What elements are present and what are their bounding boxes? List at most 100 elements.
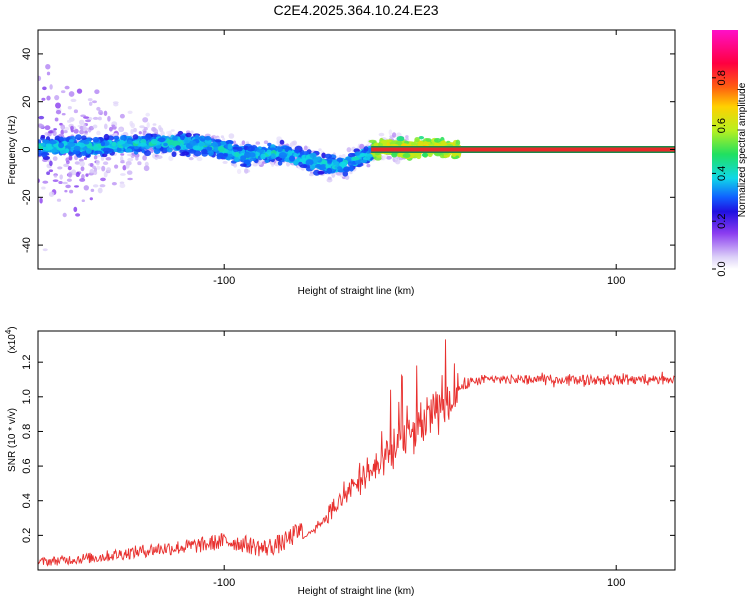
heatmap-cell (388, 129, 393, 136)
heatmap-cell (236, 146, 243, 152)
heatmap-cell (130, 122, 135, 129)
heatmap-cell (285, 161, 291, 167)
heatmap-cell (64, 189, 68, 193)
heatmap-cell (126, 170, 133, 175)
heatmap-cell (425, 138, 432, 142)
colorbar-label: Normalized spectral amplitude (737, 82, 748, 217)
heatmap-cell (49, 160, 53, 167)
bottom-plot-frame (37, 330, 676, 571)
bottom-x-axis-label: Height of straight line (km) (298, 586, 415, 597)
heatmap-cell (276, 136, 282, 142)
y-tick-label: 0 (21, 146, 33, 152)
heatmap-cell (155, 144, 162, 149)
snr-line (38, 339, 675, 567)
heatmap-cell (38, 124, 45, 129)
heatmap-cell (402, 152, 411, 159)
heatmap-cell (55, 109, 62, 115)
heatmap-cell (216, 156, 222, 160)
heatmap-cell (317, 170, 325, 175)
heatmap-cell (320, 163, 327, 170)
heatmap-cell (103, 123, 108, 130)
heatmap-cell (93, 170, 98, 176)
heatmap-cell (204, 135, 212, 141)
heatmap-cell (288, 155, 296, 162)
heatmap-cell (127, 157, 134, 162)
heatmap-cell (40, 142, 46, 147)
heatmap-cell (85, 119, 91, 123)
heatmap-cell (189, 140, 197, 146)
heatmap-cell (188, 157, 194, 161)
heatmap-cell (138, 131, 142, 135)
heatmap-cell (111, 141, 117, 147)
heatmap-cell (152, 123, 157, 126)
heatmap-cell (79, 178, 86, 182)
heatmap-cell (96, 106, 101, 111)
heatmap-cell (75, 171, 80, 177)
heatmap-cell (92, 136, 100, 143)
heatmap-cell (433, 138, 442, 143)
heatmap-cell (309, 152, 317, 159)
heatmap-cell (90, 188, 95, 192)
heatmap-cell (349, 171, 353, 175)
heatmap-cell (74, 185, 79, 188)
heatmap-cell (38, 75, 42, 81)
heatmap-cell (145, 112, 150, 117)
heatmap-cell (139, 142, 147, 147)
heatmap-cell (67, 141, 76, 148)
heatmap-cell (153, 148, 161, 155)
y-tick-label: 20 (21, 96, 33, 108)
heatmap-cell (102, 161, 109, 165)
heatmap-cell (302, 151, 310, 155)
heatmap-cell (287, 150, 293, 155)
heatmap-cell (405, 135, 409, 139)
heatmap-cell (73, 109, 79, 114)
heatmap-cell (192, 145, 201, 151)
chart-title: C2E4.2025.364.10.24.E23 (273, 2, 438, 18)
heatmap-cell (252, 162, 258, 167)
heatmap-cell (112, 101, 119, 104)
heatmap-cell (78, 158, 84, 162)
heatmap-cell (46, 171, 51, 175)
heatmap-cell (193, 150, 202, 157)
heatmap-cell (327, 176, 332, 180)
heatmap-cell (81, 199, 85, 203)
x-tick-label: -100 (213, 577, 235, 589)
heatmap-cell (121, 143, 130, 147)
heatmap-cell (48, 169, 54, 173)
heatmap-cell (360, 159, 368, 164)
heatmap-cell (119, 113, 125, 119)
heatmap-cell (103, 133, 110, 141)
heatmap-cell (70, 125, 74, 131)
heatmap-cell (377, 142, 383, 147)
heatmap-cell (366, 163, 371, 168)
heatmap-cell (49, 84, 53, 90)
heatmap-cell (61, 112, 66, 116)
colorbar-tick-label: 0.4 (716, 166, 728, 181)
x-tick-label: -100 (213, 275, 235, 287)
heatmap-cell (232, 140, 237, 145)
heatmap-cell (100, 177, 106, 182)
heatmap-cell (48, 130, 53, 134)
heatmap-cell (107, 115, 111, 122)
y-tick-label: 1.0 (21, 389, 33, 404)
spectrogram-ridge-line (371, 146, 675, 153)
heatmap-cell (38, 152, 42, 157)
heatmap-cell (104, 150, 109, 155)
heatmap-cell (53, 174, 58, 178)
heatmap-cell (234, 151, 240, 157)
heatmap-cell (144, 150, 151, 157)
bottom-axis-ticks: -100 100 0.2 0.4 0.6 0.8 1.0 1.2 (21, 331, 675, 589)
heatmap-cell (347, 152, 356, 158)
heatmap-cell (120, 159, 125, 164)
heatmap-cell (171, 140, 180, 147)
spectrogram-heatmap (38, 63, 463, 252)
heatmap-cell (62, 181, 68, 185)
top-x-axis-label: Height of straight line (km) (298, 286, 415, 297)
heatmap-cell (81, 135, 87, 141)
heatmap-cell (95, 165, 101, 170)
heatmap-cell (95, 159, 100, 166)
heatmap-cell (54, 94, 60, 101)
y-tick-label: 1.2 (21, 355, 33, 370)
y-tick-label: 0.2 (21, 528, 33, 543)
heatmap-cell (175, 145, 181, 151)
